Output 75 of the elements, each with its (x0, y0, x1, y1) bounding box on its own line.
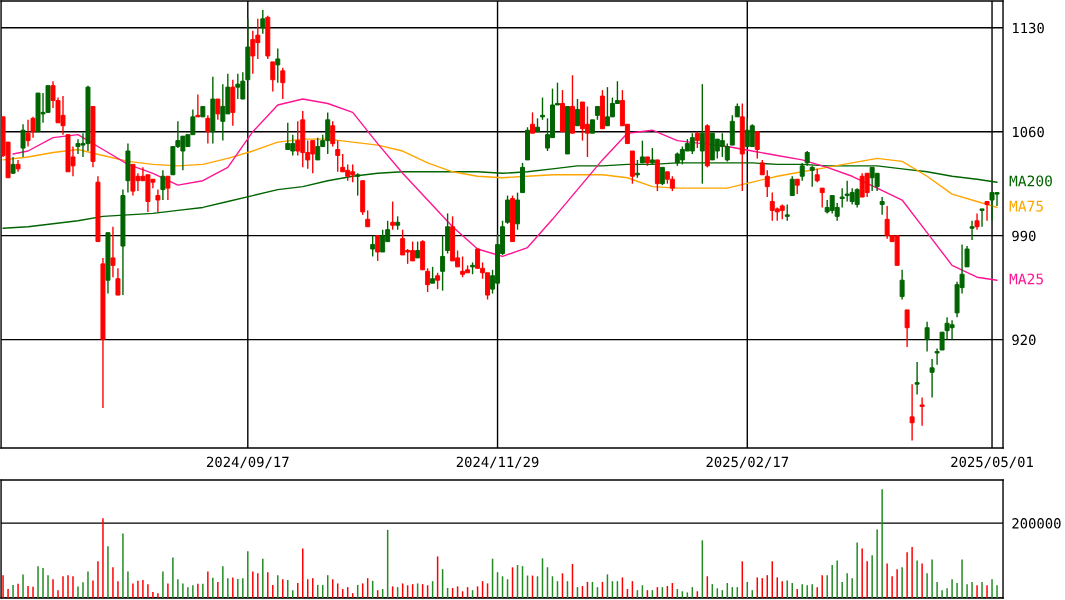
candlestick (370, 234, 376, 258)
candlestick (460, 255, 466, 278)
y-tick-label: 1130 (1013, 22, 1044, 34)
candlestick (924, 321, 930, 353)
candlestick (654, 159, 660, 192)
candlestick (505, 194, 511, 225)
candlestick (400, 229, 406, 256)
candlestick (919, 396, 925, 427)
candlestick (899, 269, 905, 301)
candlestick (904, 309, 910, 348)
candlestick (375, 234, 381, 262)
candlestick (884, 205, 890, 240)
candlestick (854, 187, 860, 209)
candlestick (689, 132, 695, 155)
candlestick (390, 200, 396, 231)
candlestick (789, 175, 795, 197)
candlestick (195, 93, 201, 118)
candlestick (929, 358, 935, 399)
x-tick-label: 2025/02/17 (706, 456, 789, 469)
candlestick (275, 47, 281, 84)
series-label: MA200 (1009, 175, 1052, 187)
candlestick (440, 234, 446, 292)
y-tick-label: 990 (1012, 230, 1036, 242)
candlestick (25, 119, 31, 148)
candlestick (205, 114, 211, 145)
candlestick (809, 165, 815, 188)
candlestick (250, 30, 256, 75)
series-label: MA25 (1009, 273, 1043, 285)
y-tick-label: 200000 (1012, 518, 1061, 529)
candlestick (984, 200, 990, 222)
candlestick (914, 361, 920, 396)
candlestick (355, 172, 361, 197)
candlestick (280, 67, 286, 100)
candlestick (335, 139, 341, 173)
x-tick-label: 2025/05/01 (951, 456, 1033, 469)
candlestick (425, 267, 431, 293)
candlestick (20, 123, 26, 158)
candlestick (530, 111, 535, 134)
candlestick (165, 175, 171, 201)
candlestick (864, 172, 870, 198)
candlestick (969, 220, 975, 241)
candlestick (979, 208, 985, 228)
candlestick (315, 136, 321, 161)
x-tick-label: 2024/09/17 (207, 456, 289, 469)
candlestick (215, 98, 221, 121)
candlestick (295, 120, 301, 157)
candlestick (574, 98, 580, 127)
candlestick (540, 96, 545, 121)
candlestick (155, 188, 161, 213)
candlestick (115, 267, 121, 296)
candlestick (380, 229, 386, 253)
series-label: MA75 (1009, 200, 1043, 212)
y-tick-label: 920 (1012, 334, 1036, 346)
candlestick (729, 114, 735, 146)
candlestick (285, 122, 291, 151)
candlestick (475, 248, 481, 270)
candlestick (445, 212, 451, 255)
candlestick (879, 196, 885, 216)
candlestick (819, 187, 825, 209)
y-tick-label: 1060 (1013, 126, 1044, 138)
candlestick (270, 61, 276, 93)
candlestick (754, 131, 760, 160)
candlestick (584, 105, 590, 158)
x-tick-label: 2024/11/29 (456, 456, 539, 469)
candlestick (235, 73, 241, 100)
candlestick (749, 123, 755, 148)
candlestick (260, 9, 266, 35)
line-series (12, 98, 998, 281)
candlestick (515, 191, 521, 231)
candlestick (909, 383, 915, 442)
candlestick (220, 83, 226, 142)
candlestick (160, 169, 166, 201)
candlestick (764, 169, 770, 198)
candlestick (330, 120, 336, 148)
candlestick (110, 226, 116, 278)
